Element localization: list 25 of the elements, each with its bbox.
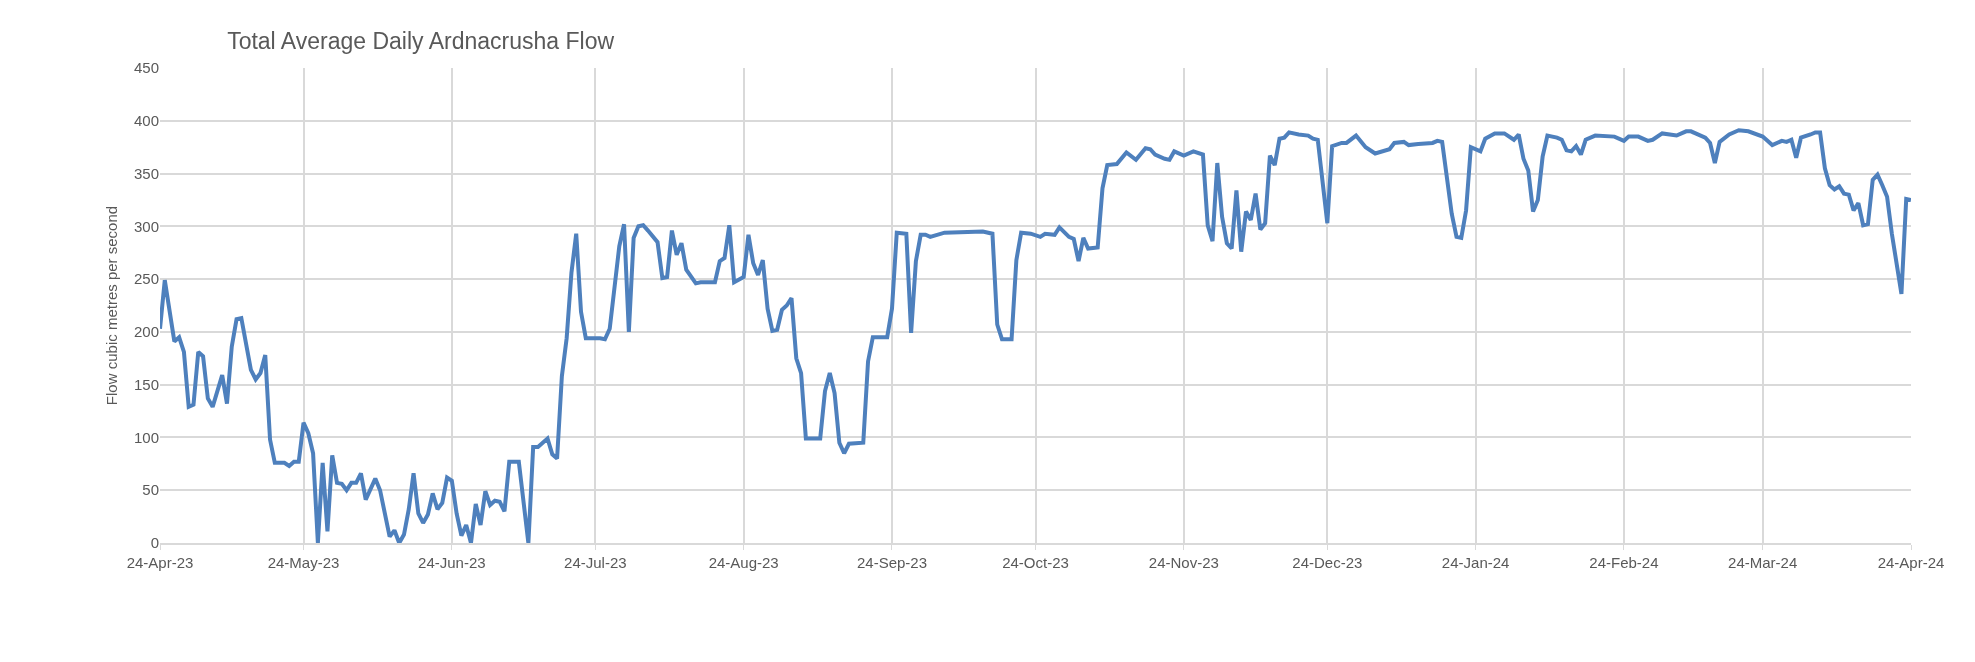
x-tick-label: 24-Oct-23 [1002,553,1069,571]
x-tick-label: 24-Apr-23 [126,553,194,571]
x-tick-label: 24-Jun-23 [418,553,486,571]
y-tick-label: 400 [133,112,159,130]
y-tick-label: 450 [133,59,159,77]
y-tick-label: 100 [133,428,159,446]
chart-title: Total Average Daily Ardnacrusha Flow [227,28,615,55]
x-tick-label: 24-Feb-24 [1589,553,1659,571]
y-axis-title: Flow cubic metres per second [103,205,121,406]
x-tick-label: 24-Aug-23 [708,553,779,571]
y-tick-label: 50 [142,481,159,499]
x-tick-label: 24-Dec-23 [1292,553,1363,571]
y-tick-label: 350 [133,164,159,182]
x-tick-label: 24-Jul-23 [564,553,627,571]
y-tick-label: 0 [150,534,159,552]
x-tick-label: 24-Mar-24 [1728,553,1798,571]
y-tick-label: 250 [133,270,159,288]
y-tick-label: 300 [133,217,159,235]
y-tick-label: 150 [133,375,159,393]
x-tick-label: 24-Jan-24 [1441,553,1510,571]
y-tick-label: 200 [133,323,159,341]
x-tick-label: 24-May-23 [267,553,340,571]
x-tick-label: 24-Sep-23 [856,553,928,571]
x-tick-label: 24-Apr-24 [1877,553,1945,571]
x-tick-label: 24-Nov-23 [1148,553,1219,571]
